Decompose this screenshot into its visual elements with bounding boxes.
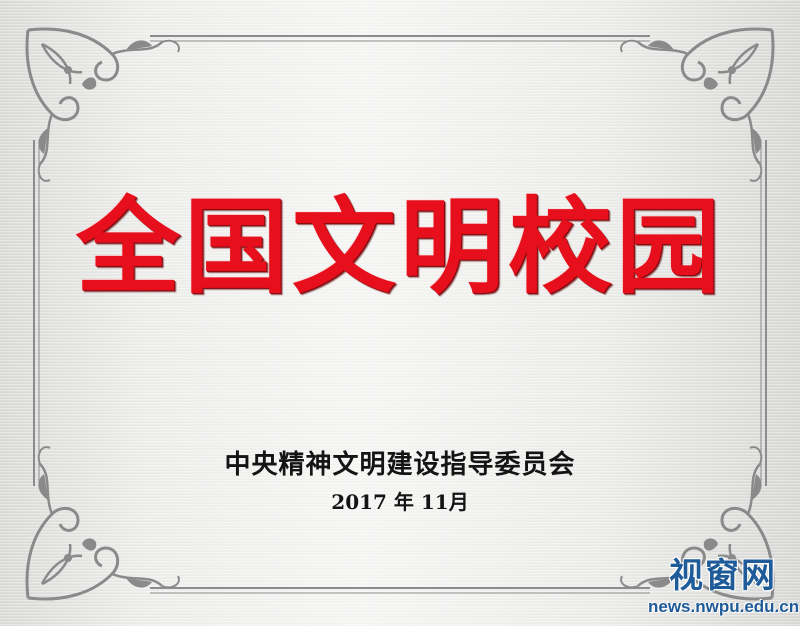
plaque-title: 全国文明校园 — [75, 186, 724, 308]
watermark-url: news.nwpu.edu.cn — [648, 597, 800, 616]
issue-date: 2017 年 11月 — [331, 490, 469, 514]
watermark: 视窗网 news.nwpu.edu.cn — [648, 556, 800, 624]
issuing-organization: 中央精神文明建设指导委员会 — [224, 450, 576, 480]
watermark-title: 视窗网 — [669, 556, 777, 596]
